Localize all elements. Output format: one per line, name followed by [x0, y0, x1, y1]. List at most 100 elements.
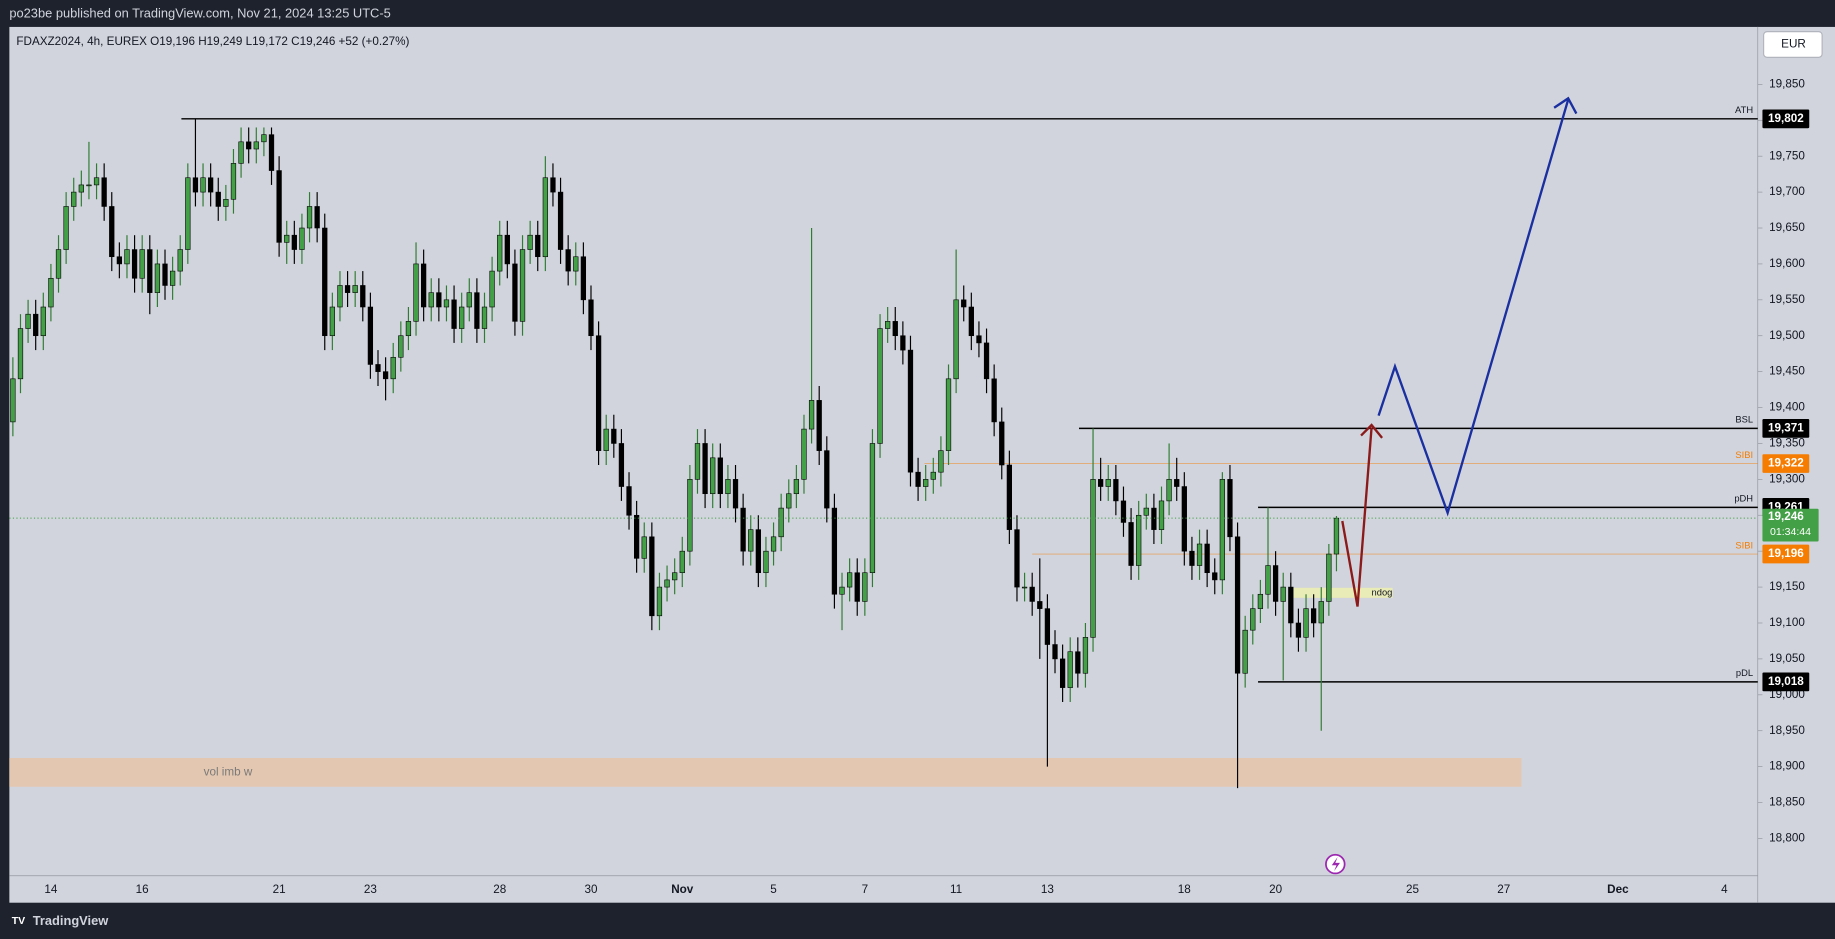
candle-body	[413, 263, 419, 322]
candle-body	[831, 507, 838, 595]
publisher: po23be published on TradingView.com, Nov…	[9, 5, 390, 20]
candle-body	[999, 421, 1005, 466]
candle-body	[40, 306, 46, 337]
candle-body	[451, 299, 457, 329]
candle-body	[1204, 543, 1210, 574]
candle-body	[1136, 514, 1142, 566]
candle-body	[732, 479, 739, 509]
candle-body	[633, 514, 640, 559]
candle-body	[33, 313, 39, 337]
candle-body	[573, 256, 579, 272]
candle-body	[550, 177, 556, 193]
x-tick-label: 27	[1497, 883, 1510, 896]
candle-body	[519, 249, 526, 322]
candle-body	[10, 378, 16, 423]
candle-body	[1234, 536, 1241, 674]
level-name: BSL	[1735, 415, 1753, 425]
candle-body	[276, 170, 282, 243]
y-tick-label: 19,700	[1769, 185, 1805, 198]
plot-area	[9, 26, 1758, 903]
candle-body	[1075, 651, 1081, 674]
last-price-label: 19,246	[1768, 510, 1804, 523]
candle-body	[154, 263, 161, 293]
candle-body	[329, 306, 335, 337]
y-tick-label: 18,950	[1769, 724, 1805, 737]
candle-body	[664, 579, 670, 588]
x-tick-label: 4	[1721, 883, 1728, 896]
candle-body	[854, 572, 860, 602]
candle-body	[443, 299, 450, 308]
price-tag-label: 19,196	[1768, 547, 1804, 560]
candle-body	[261, 134, 267, 143]
zone	[1293, 587, 1393, 598]
candle-body	[938, 450, 944, 473]
candle-body	[770, 536, 777, 552]
candle-body	[1280, 586, 1286, 602]
price-tag-label: 19,802	[1768, 112, 1804, 125]
logo-mark: TV	[12, 915, 25, 927]
candle-body	[1052, 644, 1058, 660]
y-tick-label: 19,400	[1769, 401, 1805, 414]
candle-body	[306, 206, 313, 229]
candle-body	[679, 550, 685, 574]
candle-body	[177, 249, 183, 272]
candle-body	[1113, 479, 1119, 502]
level-name: ATH	[1735, 105, 1753, 115]
candle-body	[626, 486, 632, 516]
candle-body	[580, 256, 587, 301]
currency-button[interactable]	[1763, 31, 1823, 58]
x-tick-label: Dec	[1607, 883, 1629, 896]
y-tick-label: 19,350	[1769, 437, 1805, 450]
red-arrow	[1341, 427, 1373, 607]
candle-body	[702, 443, 708, 495]
candle-body	[1189, 550, 1195, 566]
candle-body	[710, 457, 716, 495]
y-tick-label: 19,050	[1769, 652, 1805, 665]
candle-body	[200, 177, 206, 193]
x-tick-label: 5	[770, 883, 777, 896]
candle-body	[808, 400, 815, 430]
price-tag	[1762, 454, 1810, 473]
candle-body	[1029, 586, 1035, 602]
candle-body	[291, 234, 297, 250]
candle-body	[208, 177, 214, 193]
candle-body	[398, 335, 404, 358]
candle-body	[991, 378, 997, 423]
candle-body	[48, 277, 54, 308]
candle-body	[238, 141, 244, 164]
y-tick-label: 18,850	[1769, 796, 1805, 809]
candle-body	[169, 270, 176, 286]
currency[interactable]: EUR	[1781, 38, 1806, 51]
y-tick-label: 19,850	[1769, 77, 1805, 90]
candle-body	[649, 536, 655, 617]
zone	[9, 757, 1522, 787]
candle-body	[725, 479, 731, 495]
candle-body	[284, 234, 290, 243]
candle-body	[147, 249, 153, 293]
candle-body	[344, 285, 351, 293]
candle-body	[915, 471, 921, 487]
candle-body	[603, 428, 609, 451]
candle-body	[489, 270, 495, 308]
candle-body	[869, 443, 876, 574]
candle-body	[481, 306, 488, 329]
candle-body	[78, 184, 84, 193]
x-tick-label: 30	[584, 883, 597, 896]
candle-body	[968, 306, 974, 337]
candle-body	[1082, 637, 1089, 674]
candle-body	[55, 249, 62, 279]
candle-body	[945, 378, 952, 451]
candle-body	[656, 586, 663, 617]
candle-body	[1288, 586, 1294, 624]
candle-body	[436, 292, 442, 308]
candle-body	[1326, 553, 1332, 602]
x-tick-label: 28	[493, 883, 506, 896]
candle-body	[1333, 517, 1340, 555]
x-tick-label: 25	[1406, 883, 1419, 896]
candle-body	[900, 335, 906, 351]
layers: 18,80018,85018,90018,95019,00019,05019,1…	[9, 77, 1819, 896]
last-price-tag	[1762, 508, 1819, 542]
candle-body	[1265, 565, 1271, 595]
candle-body	[588, 299, 594, 337]
candle-body	[1006, 464, 1013, 530]
